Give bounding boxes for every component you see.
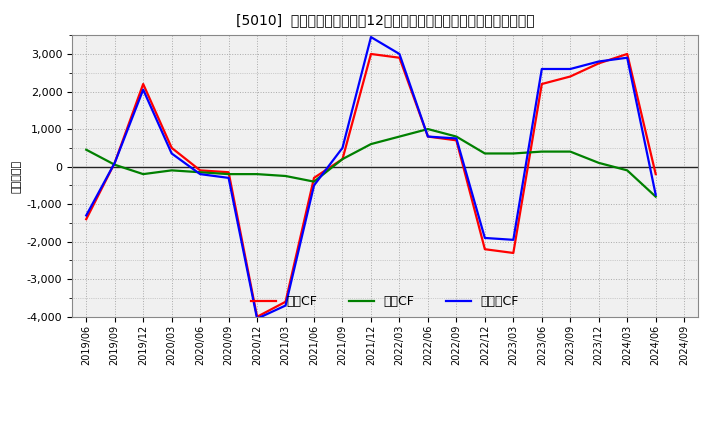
- 営業CF: [537, 81, 546, 87]
- フリーCF: [509, 237, 518, 242]
- 投資CF: [167, 168, 176, 173]
- 投資CF: [509, 151, 518, 156]
- 営業CF: [110, 160, 119, 165]
- 営業CF: [423, 134, 432, 139]
- フリーCF: [480, 235, 489, 241]
- フリーCF: [110, 160, 119, 165]
- 投資CF: [253, 172, 261, 177]
- 投資CF: [423, 126, 432, 132]
- フリーCF: [225, 175, 233, 180]
- 投資CF: [196, 169, 204, 175]
- 投資CF: [338, 157, 347, 162]
- 投資CF: [139, 172, 148, 177]
- 投資CF: [366, 141, 375, 147]
- 営業CF: [623, 51, 631, 57]
- フリーCF: [652, 192, 660, 198]
- フリーCF: [139, 87, 148, 92]
- Line: 営業CF: 営業CF: [86, 54, 656, 317]
- 投資CF: [452, 134, 461, 139]
- フリーCF: [595, 59, 603, 64]
- フリーCF: [253, 316, 261, 321]
- フリーCF: [82, 213, 91, 218]
- Title: [5010]  キャッシュフローの12か月移動合計の対前年同期増減額の推移: [5010] キャッシュフローの12か月移動合計の対前年同期増減額の推移: [236, 13, 534, 27]
- 営業CF: [595, 61, 603, 66]
- 営業CF: [282, 299, 290, 304]
- Line: フリーCF: フリーCF: [86, 37, 656, 319]
- フリーCF: [566, 66, 575, 72]
- 営業CF: [652, 172, 660, 177]
- フリーCF: [196, 172, 204, 177]
- 投資CF: [225, 172, 233, 177]
- フリーCF: [282, 303, 290, 308]
- フリーCF: [338, 145, 347, 150]
- 営業CF: [338, 157, 347, 162]
- 投資CF: [282, 173, 290, 179]
- 投資CF: [652, 194, 660, 199]
- 営業CF: [225, 169, 233, 175]
- フリーCF: [452, 136, 461, 141]
- 投資CF: [310, 179, 318, 184]
- 投資CF: [537, 149, 546, 154]
- 営業CF: [509, 250, 518, 256]
- フリーCF: [310, 183, 318, 188]
- 投資CF: [595, 160, 603, 165]
- 営業CF: [167, 145, 176, 150]
- 営業CF: [82, 216, 91, 222]
- 投資CF: [623, 168, 631, 173]
- フリーCF: [366, 34, 375, 40]
- Legend: 営業CF, 投資CF, フリーCF: 営業CF, 投資CF, フリーCF: [246, 290, 524, 313]
- 営業CF: [395, 55, 404, 60]
- 営業CF: [366, 51, 375, 57]
- 営業CF: [480, 246, 489, 252]
- 営業CF: [253, 314, 261, 319]
- 投資CF: [480, 151, 489, 156]
- 営業CF: [310, 175, 318, 180]
- フリーCF: [537, 66, 546, 72]
- 営業CF: [452, 138, 461, 143]
- フリーCF: [167, 151, 176, 156]
- 投資CF: [110, 162, 119, 167]
- Line: 投資CF: 投資CF: [86, 129, 656, 197]
- フリーCF: [623, 55, 631, 60]
- フリーCF: [423, 134, 432, 139]
- Y-axis label: （百万円）: （百万円）: [11, 159, 21, 193]
- 投資CF: [566, 149, 575, 154]
- フリーCF: [395, 51, 404, 57]
- 営業CF: [196, 168, 204, 173]
- 営業CF: [139, 81, 148, 87]
- 投資CF: [395, 134, 404, 139]
- 営業CF: [566, 74, 575, 79]
- 投資CF: [82, 147, 91, 152]
